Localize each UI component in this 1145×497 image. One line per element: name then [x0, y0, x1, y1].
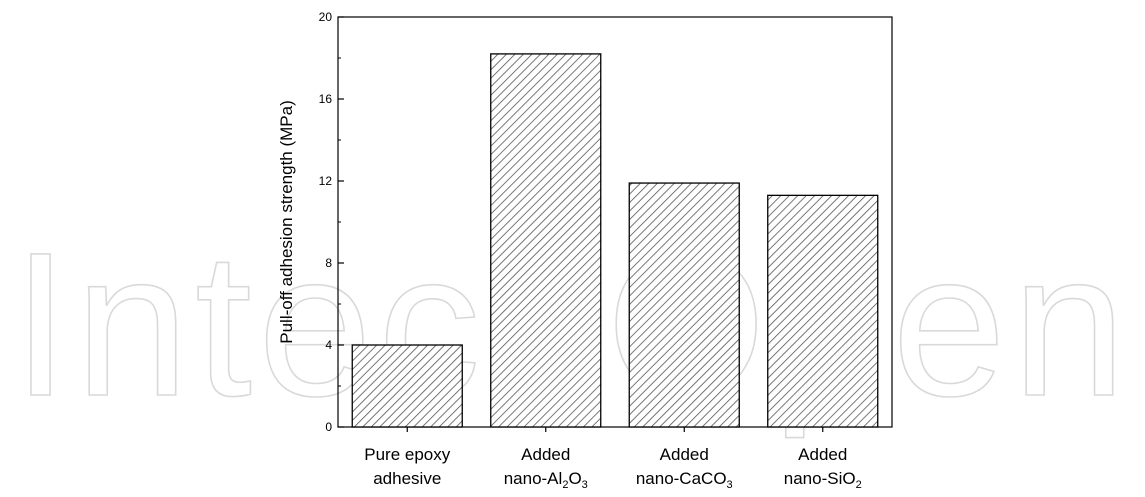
- bar: [767, 194, 879, 428]
- x-tick-label: Added: [798, 445, 847, 464]
- x-tick-label: nano-SiO2: [784, 469, 862, 491]
- x-tick-label: Pure epoxy: [364, 445, 450, 464]
- y-tick-label: 16: [319, 92, 333, 106]
- y-tick-label: 8: [325, 256, 332, 270]
- y-tick-label: 0: [325, 420, 332, 434]
- x-tick-label: nano-Al2O3: [504, 469, 588, 491]
- x-tick-label: nano-CaCO3: [636, 469, 733, 491]
- plot-area: 0 4 8 12 16 20 Pull-off adhesion strength (MPa…: [277, 10, 893, 491]
- y-tick-label: 20: [319, 10, 333, 24]
- y-tick-label: 12: [319, 174, 333, 188]
- y-tick-label: 4: [325, 338, 332, 352]
- x-tick-label: Added: [660, 445, 709, 464]
- x-tick-label: Added: [521, 445, 570, 464]
- bar: [628, 182, 740, 428]
- bar: [490, 53, 602, 428]
- bar: [351, 344, 463, 428]
- x-tick-label: adhesive: [373, 469, 441, 488]
- y-axis-label: Pull-off adhesion strength (MPa): [277, 100, 296, 343]
